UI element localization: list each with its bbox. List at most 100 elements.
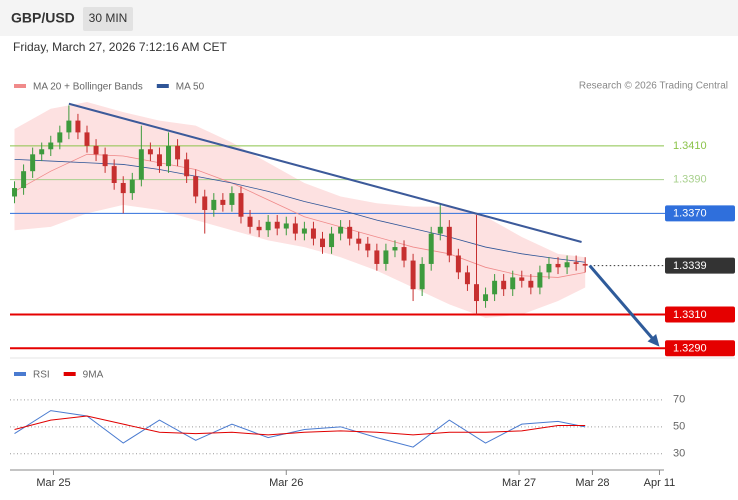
legend-label: RSI: [33, 370, 50, 381]
candle-body: [401, 247, 407, 261]
candle-body: [211, 199, 217, 210]
candle-body: [437, 226, 443, 234]
candle-body: [202, 196, 208, 210]
legend-swatch: [14, 84, 26, 88]
legend-swatch: [63, 372, 76, 376]
candle-body: [184, 159, 190, 177]
candle-body: [546, 263, 552, 273]
level-label-box: [665, 306, 735, 323]
level-label-box: [665, 257, 735, 274]
candle-body: [12, 188, 18, 197]
level-label: 1.3370: [673, 208, 707, 220]
legend-label: MA 50: [176, 82, 205, 93]
level-label: 1.3390: [673, 174, 707, 186]
ma20-line: [14, 153, 586, 278]
candle-body: [474, 284, 479, 302]
candle-body: [93, 145, 99, 155]
candle-body: [120, 182, 126, 194]
rsi-line: [14, 410, 586, 448]
level-label-box: [665, 340, 735, 357]
x-tick-label: Mar 27: [502, 477, 536, 489]
candle-body: [492, 280, 498, 295]
candle-body: [582, 263, 588, 266]
forecast-arrow: [588, 264, 656, 342]
symbol: GBP/USD: [11, 10, 75, 26]
candle-body: [39, 149, 45, 155]
legend-swatch: [14, 372, 26, 376]
forecast-arrow-head: [647, 334, 660, 347]
candle-body: [564, 262, 570, 268]
legend-swatch: [156, 84, 169, 88]
x-tick-label: Mar 28: [575, 477, 609, 489]
candle-body: [573, 262, 579, 264]
candle-body: [220, 199, 226, 205]
candle-body: [247, 216, 253, 227]
rsi-tick-label: 50: [673, 421, 685, 433]
candle-body: [75, 120, 81, 133]
level-label-box: [665, 205, 735, 222]
candle-body: [129, 179, 135, 194]
candle-body: [419, 263, 425, 290]
candle-body: [410, 260, 416, 290]
candle-body: [528, 280, 534, 288]
level-label: 1.3410: [673, 140, 707, 152]
candle-body: [329, 233, 335, 248]
candle-body: [365, 243, 371, 251]
candle-body: [356, 238, 362, 244]
rsi-tick-label: 70: [673, 394, 685, 406]
candle-body: [238, 193, 244, 217]
timeframe-box[interactable]: [83, 7, 133, 31]
candle-body: [483, 294, 489, 302]
candle-body: [102, 154, 108, 167]
candle-body: [256, 226, 262, 231]
candle-body: [48, 142, 54, 150]
candle-body: [138, 149, 144, 180]
level-label: 1.3310: [673, 309, 707, 321]
candle-body: [166, 145, 172, 167]
candle-body: [30, 154, 36, 172]
rsi-tick-label: 30: [673, 448, 685, 460]
candle-body: [537, 272, 543, 288]
candle-body: [193, 176, 199, 197]
candle-body: [519, 277, 525, 281]
candle-body: [383, 250, 389, 264]
candle-body: [320, 238, 325, 248]
candle-body: [147, 149, 153, 155]
candle-body: [274, 221, 280, 229]
candle-body: [428, 233, 434, 264]
candle-body: [455, 255, 461, 273]
candle-body: [555, 263, 561, 268]
rsi-ma-line: [14, 415, 586, 436]
candle-body: [446, 226, 452, 256]
candle-body: [265, 221, 271, 231]
timeframe[interactable]: 30 MIN: [89, 11, 128, 25]
x-tick-label: Mar 25: [36, 477, 70, 489]
candle-body: [510, 277, 516, 290]
candle-body: [229, 193, 235, 205]
x-tick-label: Mar 26: [269, 477, 303, 489]
candle-body: [464, 272, 470, 285]
source: Research © 2026 Trading Central: [579, 81, 728, 92]
candle-body: [111, 166, 117, 183]
candle-body: [347, 226, 353, 239]
candle-body: [57, 132, 63, 143]
candle-body: [66, 120, 72, 133]
candle-body: [392, 247, 398, 251]
level-label: 1.3339: [673, 260, 707, 272]
candle-body: [292, 223, 298, 234]
candle-body: [374, 250, 380, 264]
candle-body: [301, 228, 307, 234]
trendline: [68, 102, 582, 243]
candle-body: [283, 223, 289, 229]
candle-body: [310, 228, 316, 239]
candle-body: [156, 154, 162, 167]
candle-body: [21, 171, 27, 189]
candle-body: [501, 280, 507, 290]
datetime: Friday, March 27, 2026 7:12:16 AM CET: [13, 40, 228, 54]
level-label: 1.3290: [673, 343, 707, 355]
ma50-line: [14, 158, 586, 263]
legend-label: 9MA: [83, 370, 104, 381]
candle-body: [175, 145, 181, 160]
legend-label: MA 20 + Bollinger Bands: [33, 82, 143, 93]
